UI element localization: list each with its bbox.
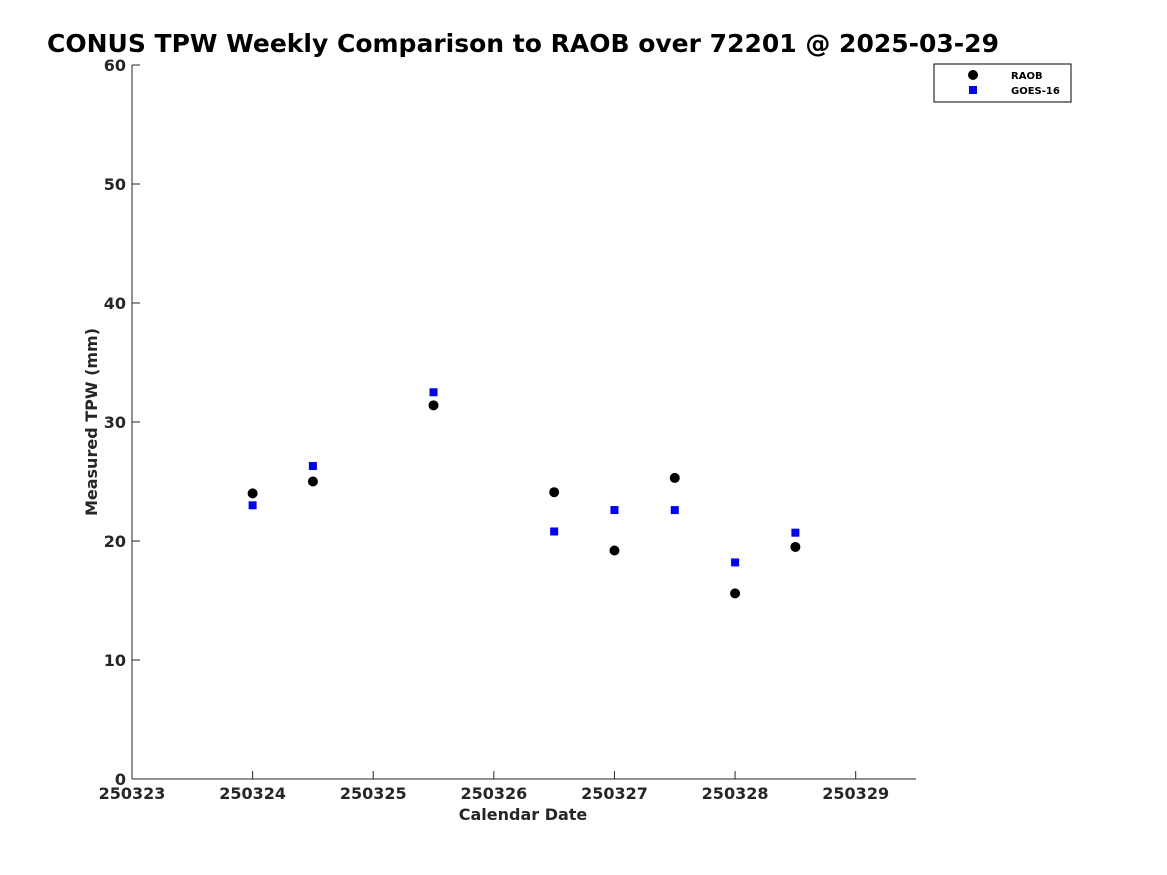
raob-point	[307, 476, 318, 487]
y-tick-label: 20	[104, 532, 126, 551]
legend-goes-label: GOES-16	[1011, 86, 1060, 97]
y-tick-label: 50	[104, 175, 126, 194]
goes16-point	[308, 462, 317, 471]
x-tick-label: 250329	[822, 784, 889, 803]
x-tick-label: 250325	[340, 784, 407, 803]
raob-point	[669, 472, 680, 483]
goes16-point	[731, 558, 740, 567]
goes16-point	[610, 506, 619, 515]
legend-goes-marker	[969, 86, 977, 94]
x-tick-label: 250323	[99, 784, 166, 803]
goes16-point	[429, 388, 438, 397]
y-axis-label: Measured TPW (mm)	[82, 328, 101, 516]
data-points	[247, 388, 801, 599]
chart-title: CONUS TPW Weekly Comparison to RAOB over…	[47, 29, 999, 58]
raob-point	[549, 487, 560, 498]
y-tick-label: 60	[104, 56, 126, 75]
y-tick-label: 0	[115, 770, 126, 789]
y-tick-label: 30	[104, 413, 126, 432]
x-tick-label: 250326	[460, 784, 527, 803]
y-tick-label: 10	[104, 651, 126, 670]
goes16-point	[791, 528, 800, 537]
goes16-point	[670, 506, 679, 515]
legend-raob-marker	[968, 70, 978, 80]
legend-raob-label: RAOB	[1011, 71, 1043, 82]
raob-point	[730, 588, 741, 599]
x-tick-label: 250327	[581, 784, 648, 803]
x-tick-label: 250328	[702, 784, 769, 803]
raob-point	[247, 488, 258, 499]
goes16-point	[550, 527, 559, 536]
x-tick-label: 250324	[219, 784, 286, 803]
raob-point	[609, 545, 620, 556]
raob-point	[790, 541, 801, 552]
goes16-point	[248, 501, 257, 510]
x-axis-ticks: 250323 250324 250325 250326 250327 250328 2503…	[99, 771, 889, 803]
y-tick-label: 40	[104, 294, 126, 313]
raob-point	[428, 400, 439, 411]
legend-box	[933, 63, 1072, 103]
legend: RAOB GOES-16	[933, 63, 1072, 103]
x-axis-label: Calendar Date	[459, 805, 588, 824]
y-axis-ticks: 0 10 20 30 40 50 60	[104, 56, 140, 789]
